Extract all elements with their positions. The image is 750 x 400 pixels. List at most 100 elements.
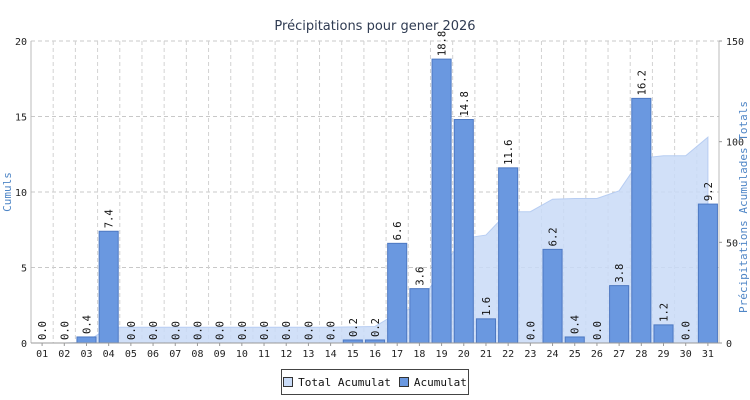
data-label: 0.0: [192, 321, 204, 340]
legend-item-total: Total Acumulat: [283, 376, 391, 389]
y-tick-label: 15: [15, 113, 27, 124]
y2-axis-label: Précipitations Acumulades Totals: [737, 101, 750, 313]
data-label: 0.0: [148, 321, 160, 340]
legend-swatch-total: [283, 377, 294, 387]
legend-swatch-daily: [398, 377, 409, 387]
bar: [631, 97, 652, 344]
bar: [387, 242, 408, 344]
y-tick-label: 10: [15, 188, 27, 199]
x-tick-label: 07: [169, 349, 181, 360]
bar: [453, 119, 474, 344]
data-label: 3.6: [414, 267, 426, 286]
x-tick-label: 31: [702, 349, 714, 360]
bar: [76, 336, 97, 344]
y-tick-label: 0: [21, 339, 27, 350]
bar: [431, 58, 452, 344]
x-tick-label: 30: [680, 349, 692, 360]
legend-item-daily: Acumulat: [398, 375, 467, 389]
x-tick-label: 16: [369, 349, 381, 360]
x-tick-label: 29: [657, 349, 669, 360]
data-label: 16.2: [636, 70, 648, 95]
y2-tick-label: 100: [726, 138, 744, 149]
x-tick-label: 01: [36, 349, 48, 360]
bar: [542, 248, 563, 344]
x-tick-label: 22: [502, 349, 514, 360]
legend-label-daily: Acumulat: [413, 375, 467, 389]
bar: [653, 324, 674, 344]
x-tick-label: 13: [302, 349, 314, 360]
x-tick-label: 27: [613, 349, 625, 360]
bar: [409, 288, 430, 344]
x-tick-label: 21: [480, 349, 492, 360]
data-label: 14.8: [459, 91, 471, 116]
x-tick-label: 25: [569, 349, 581, 360]
legend-label-total: Total Acumulat: [298, 375, 391, 389]
data-label: 0.0: [592, 321, 604, 340]
x-tick-label: 14: [325, 349, 337, 360]
total-area: [31, 136, 709, 344]
y-tick-label: 5: [21, 264, 27, 275]
y2-tick-label: 0: [726, 339, 732, 350]
bar: [498, 167, 519, 344]
x-tick-label: 05: [125, 349, 137, 360]
data-label: 0.0: [215, 321, 227, 340]
x-tick-label: 17: [391, 349, 403, 360]
data-label: 0.2: [348, 318, 360, 337]
data-label: 0.4: [81, 315, 93, 334]
y2-tick-label: 50: [726, 238, 738, 249]
data-label: 0.0: [681, 321, 693, 340]
data-label: 0.0: [326, 321, 338, 340]
data-labels: 0.0 0.0 0.4 7.4 0.0 0.0 0.0 0.0 0.0 0.0 0.0 0.0 0.0 0…: [37, 31, 715, 340]
x-tick-label: 12: [280, 349, 292, 360]
total-area-series: [31, 136, 709, 344]
bar-series: [76, 58, 718, 344]
data-label: 0.4: [570, 315, 582, 334]
x-tick-label: 24: [547, 349, 559, 360]
x-tick-label: 26: [591, 349, 603, 360]
y2-tick-label: 150: [726, 37, 744, 48]
chart-title: Précipitations pour gener 2026: [274, 19, 475, 34]
data-label: 0.0: [281, 321, 293, 340]
data-label: 0.0: [303, 321, 315, 340]
x-tick-label: 15: [347, 349, 359, 360]
data-label: 0.0: [170, 321, 182, 340]
legend: Total Acumulat Acumulat: [281, 369, 469, 395]
data-label: 6.6: [392, 221, 404, 240]
bar: [609, 285, 630, 344]
data-label: 0.0: [259, 321, 271, 340]
x-tick-label: 28: [635, 349, 647, 360]
data-label: 0.0: [59, 321, 71, 340]
x-tick-label: 06: [147, 349, 159, 360]
bar: [98, 230, 119, 344]
data-label: 7.4: [104, 209, 116, 228]
bar: [475, 318, 497, 344]
data-label: 11.6: [503, 140, 515, 165]
x-tick-label: 19: [436, 349, 448, 360]
x-tick-label: 20: [458, 349, 470, 360]
data-label: 6.2: [548, 227, 560, 246]
bar: [564, 336, 585, 344]
x-tick-label: 08: [191, 349, 203, 360]
data-label: 1.6: [481, 297, 493, 316]
x-tick-label: 04: [103, 349, 115, 360]
data-label: 0.2: [370, 318, 382, 337]
data-label: 18.8: [437, 31, 449, 56]
x-tick-label: 10: [236, 349, 248, 360]
bar: [697, 203, 718, 344]
y-tick-label: 20: [15, 37, 27, 48]
x-tick-label: 02: [58, 349, 70, 360]
data-label: 0.0: [37, 321, 49, 340]
data-label: 9.2: [703, 182, 715, 201]
x-tick-label: 23: [524, 349, 536, 360]
data-label: 0.0: [525, 321, 537, 340]
data-label: 1.2: [659, 303, 671, 322]
x-tick-label: 18: [413, 349, 425, 360]
x-tick-label: 11: [258, 349, 270, 360]
y-axis-label: Cumuls: [1, 172, 14, 212]
x-tick-label: 09: [214, 349, 226, 360]
data-label: 3.8: [614, 264, 626, 283]
data-label: 0.0: [126, 321, 138, 340]
data-label: 0.0: [237, 321, 249, 340]
